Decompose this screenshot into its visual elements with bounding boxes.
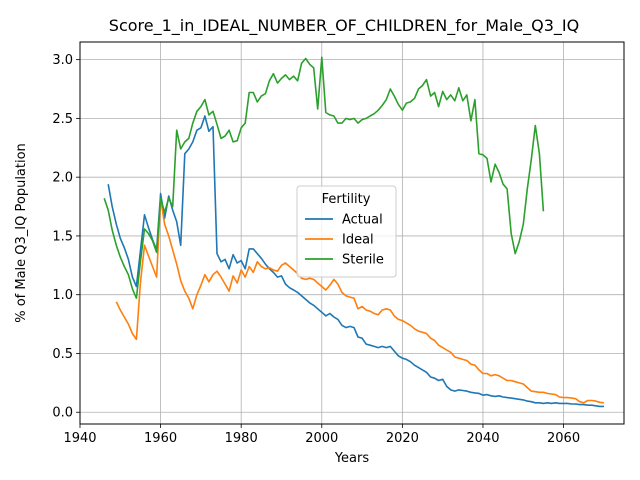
x-tick-label: 2060: [547, 431, 580, 446]
legend-label: Ideal: [342, 233, 374, 248]
legend-label: Sterile: [342, 253, 384, 268]
x-tick-label: 2000: [305, 431, 338, 446]
y-tick-label: 3.0: [52, 53, 73, 68]
legend-label: Actual: [342, 213, 383, 228]
x-tick-label: 1980: [225, 431, 258, 446]
x-tick-label: 1940: [63, 431, 96, 446]
legend: Fertility Actual Ideal Sterile: [296, 185, 397, 278]
y-axis-title: % of Male Q3_IQ Population: [14, 143, 29, 323]
series-line-sterile: [103, 56, 545, 299]
x-tick-label: 2040: [466, 431, 499, 446]
x-tick-label: 2020: [386, 431, 419, 446]
series-layer: [103, 56, 604, 408]
legend-box: [296, 185, 397, 278]
legend-item-sterile: Sterile: [305, 253, 384, 268]
x-axis: 1940 1960 1980 2000 2020 2040 2060: [63, 424, 580, 446]
legend-items: Actual Ideal Sterile: [305, 213, 384, 268]
y-tick-label: 0.5: [52, 347, 73, 362]
x-tick-label: 1960: [144, 431, 177, 446]
series-line-actual: [107, 115, 604, 408]
y-tick-label: 1.0: [52, 288, 73, 303]
series-line-ideal: [115, 197, 604, 404]
legend-item-actual: Actual: [305, 213, 383, 228]
x-axis-title: Years: [334, 451, 370, 466]
legend-item-ideal: Ideal: [305, 233, 374, 248]
plot-frame: [79, 41, 625, 425]
y-tick-label: 0.0: [52, 406, 73, 421]
y-tick-label: 2.0: [52, 171, 73, 186]
chart-title: Score_1_in_IDEAL_NUMBER_OF_CHILDREN_for_…: [109, 16, 579, 36]
y-tick-label: 2.5: [52, 112, 73, 127]
y-axis: 0.0 0.5 1.0 1.5 2.0 2.5 3.0: [52, 53, 80, 421]
legend-title: Fertility: [322, 192, 371, 207]
y-tick-label: 1.5: [52, 229, 73, 244]
